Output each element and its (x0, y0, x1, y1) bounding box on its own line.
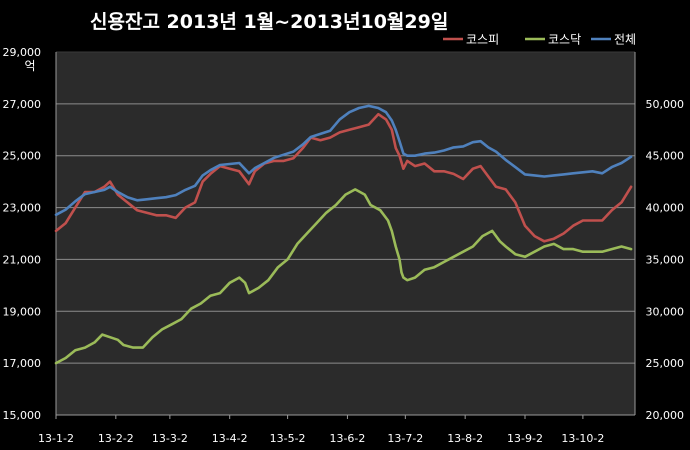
y-axis-right-tick-label: 40,000 (646, 202, 685, 215)
x-axis-tick-label: 13-10-2 (561, 432, 604, 445)
x-axis-tick-label: 13-3-2 (152, 432, 188, 445)
y-axis-left-tick-label: 15,000 (3, 409, 42, 422)
x-axis-tick-label: 13-2-2 (98, 432, 134, 445)
y-axis-left-tick-label: 23,000 (3, 202, 42, 215)
y-axis-right-tick-label: 25,000 (646, 357, 685, 370)
y-axis-right-tick-label: 35,000 (646, 253, 685, 266)
y-axis-right-tick-label: 45,000 (646, 150, 685, 163)
x-axis-ticks: 13-1-2 13-2-2 13-3-2 13-4-2 13-5-2 13-6-2 13-7… (38, 415, 604, 445)
y-axis-left-tick-label: 29,000 (3, 46, 42, 59)
legend: 코스피 코스닥 전체 (443, 33, 636, 47)
legend-label: 전체 (614, 33, 636, 47)
y-axis-left-unit: 억 (24, 59, 35, 73)
y-axis-left-tick-label: 19,000 (3, 305, 42, 318)
x-axis-tick-label: 13-7-2 (387, 432, 423, 445)
x-axis-tick-label: 13-1-2 (38, 432, 74, 445)
x-axis-tick-label: 13-6-2 (329, 432, 365, 445)
y-axis-right-ticks: 20,000 25,000 30,000 35,000 40,000 45,000 50,0… (646, 98, 685, 422)
legend-label: 코스피 (466, 33, 499, 47)
y-axis-left-tick-label: 25,000 (3, 150, 42, 163)
chart-title: 신용잔고 2013년 1월~2013년10월29일 (90, 11, 448, 33)
series-lines (54, 104, 633, 365)
legend-label: 코스닥 (548, 33, 581, 47)
y-axis-right-tick-label: 30,000 (646, 305, 685, 318)
series-line-코스닥 (54, 188, 633, 365)
x-axis-tick-label: 13-9-2 (507, 432, 543, 445)
x-axis-tick-label: 13-4-2 (212, 432, 248, 445)
series-line-전체 (54, 104, 633, 217)
x-axis-tick-label: 13-8-2 (447, 432, 483, 445)
y-axis-right-tick-label: 50,000 (646, 98, 685, 111)
plot-area (56, 52, 635, 415)
gridlines (56, 103, 635, 364)
x-axis-tick-label: 13-5-2 (270, 432, 306, 445)
y-axis-right-tick-label: 20,000 (646, 409, 685, 422)
y-axis-left-tick-label: 17,000 (3, 357, 42, 370)
series-line-코스피 (54, 112, 633, 243)
y-axis-left-ticks: 15,000 17,000 19,000 21,000 23,000 25,000 27,0… (3, 46, 42, 422)
y-axis-left-tick-label: 21,000 (3, 253, 42, 266)
y-axis-left-tick-label: 27,000 (3, 98, 42, 111)
